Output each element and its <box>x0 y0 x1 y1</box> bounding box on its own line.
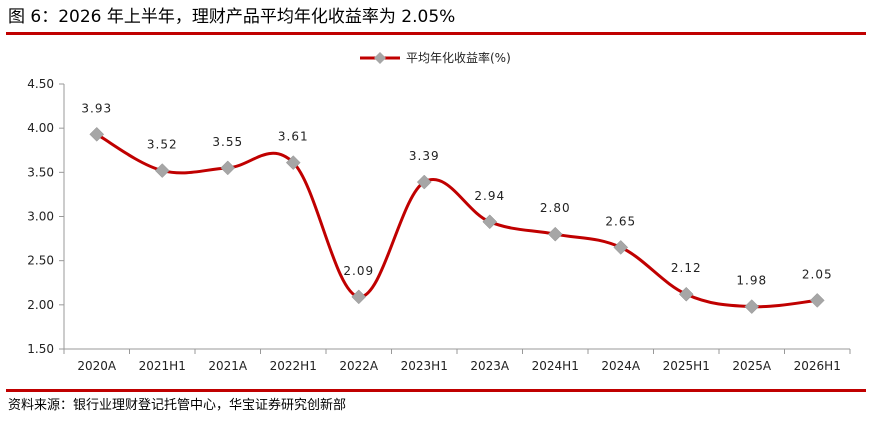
x-tick-label: 2023A <box>470 359 510 373</box>
data-point-marker <box>416 174 432 190</box>
x-tick-label: 2024H1 <box>532 359 579 373</box>
figure-title: 图 6：2026 年上半年，理财产品平均年化收益率为 2.05% <box>8 7 456 27</box>
data-label: 3.39 <box>409 149 440 163</box>
data-point-marker <box>613 240 629 255</box>
y-tick-label: 2.50 <box>27 254 54 268</box>
title-divider <box>6 32 866 35</box>
data-point-marker <box>154 163 170 178</box>
x-tick-label: 2021H1 <box>139 359 186 373</box>
x-tick-label: 2022H1 <box>270 359 317 373</box>
data-label: 3.61 <box>278 130 309 144</box>
data-label: 3.93 <box>81 101 112 115</box>
data-label: 2.65 <box>605 214 636 228</box>
data-point-marker <box>351 289 367 305</box>
data-point-marker <box>220 160 236 176</box>
data-label: 3.52 <box>147 138 178 152</box>
data-label: 1.98 <box>736 274 767 288</box>
y-tick-label: 4.50 <box>27 77 54 91</box>
data-point-marker <box>547 226 563 242</box>
x-tick-label: 2026H1 <box>794 359 841 373</box>
data-point-marker <box>89 126 105 142</box>
y-tick-label: 3.50 <box>27 165 54 179</box>
series-line <box>96 133 818 309</box>
data-label: 2.80 <box>540 201 571 215</box>
data-point-marker <box>744 299 760 314</box>
y-tick-label: 1.50 <box>27 342 54 356</box>
x-tick-label: 2022A <box>339 359 379 373</box>
data-label: 2.12 <box>671 261 702 275</box>
data-point-marker <box>482 214 498 230</box>
legend-label: 平均年化收益率(%) <box>406 50 511 65</box>
x-tick-label: 2024A <box>601 359 641 373</box>
x-tick-label: 2023H1 <box>401 359 448 373</box>
line-chart: 1.50 2.00 2.50 3.00 3.50 4.00 4.50 2020A 2021H1 2… <box>27 50 851 373</box>
data-point-marker <box>809 293 825 308</box>
legend-marker-swatch <box>374 52 386 64</box>
y-tick-label: 3.00 <box>27 210 54 224</box>
x-tick-label: 2025H1 <box>663 359 710 373</box>
source-divider <box>6 389 866 392</box>
data-point-marker <box>285 155 301 170</box>
data-label: 2.05 <box>802 267 833 281</box>
y-tick-label: 4.00 <box>27 121 54 135</box>
x-tick-label: 2021A <box>208 359 248 373</box>
y-tick-label: 2.00 <box>27 298 54 312</box>
data-label: 3.55 <box>212 135 243 149</box>
data-label: 2.94 <box>474 189 505 203</box>
x-tick-label: 2020A <box>77 359 117 373</box>
data-point-marker <box>678 286 694 302</box>
x-tick-label: 2025A <box>732 359 772 373</box>
data-label: 2.09 <box>343 264 374 278</box>
source-note: 资料来源：银行业理财登记托管中心，华宝证券研究创新部 <box>8 398 347 413</box>
